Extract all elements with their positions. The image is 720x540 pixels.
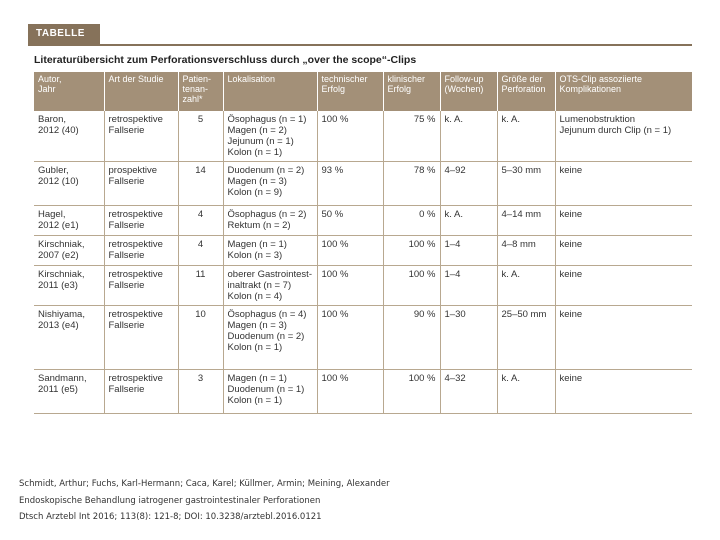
cell-clinical-success: 100 % (382, 265, 440, 306)
cell-technical-success: 100 % (316, 369, 383, 414)
cell-study-type: prospektive Fallserie (103, 161, 178, 206)
cell-perforation-size: k. A. (496, 265, 555, 306)
cell-clinical-success: 100 % (382, 369, 440, 414)
cell-complications: keine (554, 161, 692, 206)
cell-complications: keine (554, 305, 692, 370)
caption-title: Endoskopische Behandlung iatrogener gast… (19, 495, 321, 506)
cell-perforation-size: 25–50 mm (496, 305, 555, 370)
cell-perforation-size: 4–14 mm (496, 205, 555, 236)
cell-clinical-success: 78 % (382, 161, 440, 206)
cell-study-type: retrospektive Fallserie (103, 205, 178, 236)
cell-clinical-success: 75 % (382, 111, 440, 162)
cell-technical-success: 100 % (316, 265, 383, 306)
cell-study-type: retrospektive Fallserie (103, 111, 178, 162)
col-header-author: Autor, Jahr (34, 72, 104, 111)
cell-perforation-size: k. A. (496, 369, 555, 414)
cell-complications: keine (554, 205, 692, 236)
cell-author: Gubler, 2012 (10) (34, 161, 104, 206)
cell-patient-count: 11 (177, 265, 223, 306)
table-figure: TABELLE Literaturübersicht zum Perforati… (18, 16, 692, 424)
cell-technical-success: 100 % (316, 235, 383, 266)
cell-follow-up: 1–4 (439, 235, 497, 266)
cell-location: Ösophagus (n = 2) Rektum (n = 2) (222, 205, 317, 236)
cell-complications: keine (554, 369, 692, 414)
cell-location: Duodenum (n = 2) Magen (n = 3) Kolon (n … (222, 161, 317, 206)
col-header-technical-success: technischer Erfolg (316, 72, 383, 111)
cell-author: Kirschniak, 2007 (e2) (34, 235, 104, 266)
cell-study-type: retrospektive Fallserie (103, 305, 178, 370)
cell-technical-success: 100 % (316, 305, 383, 370)
table-row: Kirschniak, 2007 (e2) retrospektive Fall… (34, 235, 692, 266)
cell-follow-up: 4–92 (439, 161, 497, 206)
table-row: Gubler, 2012 (10) prospektive Fallserie … (34, 161, 692, 206)
caption-citation: Dtsch Arztebl Int 2016; 113(8): 121-8; D… (19, 512, 322, 522)
cell-follow-up: 1–30 (439, 305, 497, 370)
cell-complications: keine (554, 235, 692, 266)
figure-caption: Schmidt, Arthur; Fuchs, Karl-Hermann; Ca… (19, 476, 390, 526)
cell-technical-success: 93 % (316, 161, 383, 206)
table-row: Hagel, 2012 (e1) retrospektive Fallserie… (34, 205, 692, 236)
cell-follow-up: 1–4 (439, 265, 497, 306)
cell-author: Hagel, 2012 (e1) (34, 205, 104, 236)
cell-patient-count: 3 (177, 369, 223, 414)
cell-patient-count: 5 (177, 111, 223, 162)
table-tag: TABELLE (28, 24, 100, 44)
cell-study-type: retrospektive Fallserie (103, 369, 178, 414)
cell-author: Baron, 2012 (40) (34, 111, 104, 162)
cell-study-type: retrospektive Fallserie (103, 235, 178, 266)
cell-technical-success: 100 % (316, 111, 383, 162)
col-header-perforation-size: Größe der Perforation (496, 72, 555, 111)
col-header-clinical-success: klinischer Erfolg (382, 72, 440, 111)
cell-author: Kirschniak, 2011 (e3) (34, 265, 104, 306)
cell-follow-up: 4–32 (439, 369, 497, 414)
cell-follow-up: k. A. (439, 111, 497, 162)
col-header-follow-up: Follow-up (Wochen) (439, 72, 497, 111)
table-row: Kirschniak, 2011 (e3) retrospektive Fall… (34, 265, 692, 306)
table-header-row: Autor, Jahr Art der Studie Patien- tenan… (34, 72, 692, 111)
cell-location: Magen (n = 1) Duodenum (n = 1) Kolon (n … (222, 369, 317, 414)
tag-underline (28, 44, 692, 46)
cell-author: Sandmann, 2011 (e5) (34, 369, 104, 414)
cell-complications: Lumenobstruktion Jejunum durch Clip (n =… (554, 111, 692, 162)
cell-patient-count: 4 (177, 235, 223, 266)
cell-technical-success: 50 % (316, 205, 383, 236)
literature-table: Autor, Jahr Art der Studie Patien- tenan… (34, 72, 692, 414)
cell-location: Magen (n = 1) Kolon (n = 3) (222, 235, 317, 266)
cell-location: oberer Gastrointest- inaltrakt (n = 7) K… (222, 265, 317, 306)
cell-study-type: retrospektive Fallserie (103, 265, 178, 306)
col-header-patient-count: Patien- tenan- zahl* (177, 72, 223, 111)
cell-location: Ösophagus (n = 4) Magen (n = 3) Duodenum… (222, 305, 317, 370)
cell-clinical-success: 90 % (382, 305, 440, 370)
table-row: Nishiyama, 2013 (e4) retrospektive Falls… (34, 305, 692, 370)
cell-patient-count: 10 (177, 305, 223, 370)
col-header-complications: OTS-Clip assoziierte Komplikationen (554, 72, 692, 111)
col-header-location: Lokalisation (222, 72, 317, 111)
cell-complications: keine (554, 265, 692, 306)
table-title: Literaturübersicht zum Perforationsversc… (34, 54, 417, 66)
col-header-study-type: Art der Studie (103, 72, 178, 111)
cell-location: Ösophagus (n = 1) Magen (n = 2) Jejunum … (222, 111, 317, 162)
caption-authors: Schmidt, Arthur; Fuchs, Karl-Hermann; Ca… (19, 479, 390, 489)
cell-perforation-size: k. A. (496, 111, 555, 162)
cell-author: Nishiyama, 2013 (e4) (34, 305, 104, 370)
cell-follow-up: k. A. (439, 205, 497, 236)
cell-perforation-size: 4–8 mm (496, 235, 555, 266)
cell-clinical-success: 100 % (382, 235, 440, 266)
table-row: Sandmann, 2011 (e5) retrospektive Fallse… (34, 369, 692, 414)
cell-patient-count: 14 (177, 161, 223, 206)
cell-patient-count: 4 (177, 205, 223, 236)
cell-clinical-success: 0 % (382, 205, 440, 236)
cell-perforation-size: 5–30 mm (496, 161, 555, 206)
table-row: Baron, 2012 (40) retrospektive Fallserie… (34, 111, 692, 162)
